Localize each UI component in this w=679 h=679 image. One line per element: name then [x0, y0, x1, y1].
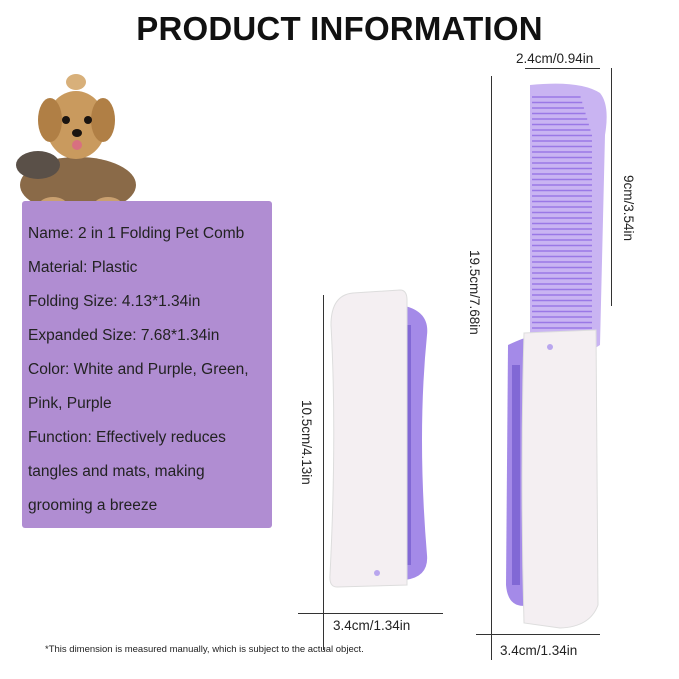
folded-width-label: 3.4cm/1.34in — [333, 618, 411, 633]
info-function-cont: tangles and mats, making — [28, 463, 205, 480]
expanded-height-label: 19.5cm/7.68in — [467, 250, 482, 335]
teeth-length-label: 9cm/3.54in — [621, 175, 636, 242]
info-function: Function: Effectively reduces — [28, 429, 226, 446]
dog-image — [16, 74, 136, 213]
folded-width-rule — [298, 613, 443, 614]
teeth-width-label: 2.4cm/0.94in — [516, 51, 594, 66]
expanded-width-rule — [476, 634, 600, 635]
folded-height-rule — [323, 295, 324, 650]
page-title: PRODUCT INFORMATION — [136, 10, 543, 47]
teeth-length-rule — [611, 68, 612, 306]
expanded-height-rule — [491, 76, 492, 660]
folded-comb-image — [329, 289, 428, 588]
info-name: Name: 2 in 1 Folding Pet Comb — [28, 225, 245, 242]
folded-height-label: 10.5cm/4.13in — [299, 400, 314, 485]
info-color: Color: White and Purple, Green, — [28, 361, 249, 378]
teeth-width-rule — [525, 68, 600, 69]
info-folding-size: Folding Size: 4.13*1.34in — [28, 293, 201, 310]
expanded-width-label: 3.4cm/1.34in — [500, 643, 578, 658]
footnote: *This dimension is measured manually, wh… — [45, 644, 364, 655]
info-expanded-size: Expanded Size: 7.68*1.34in — [28, 327, 220, 344]
expanded-comb-image — [506, 83, 607, 629]
info-function-cont2: grooming a breeze — [28, 497, 158, 514]
info-color-cont: Pink, Purple — [28, 395, 112, 412]
product-info-panel: Name: 2 in 1 Folding Pet Comb Material: … — [22, 201, 272, 528]
info-material: Material: Plastic — [28, 259, 138, 276]
